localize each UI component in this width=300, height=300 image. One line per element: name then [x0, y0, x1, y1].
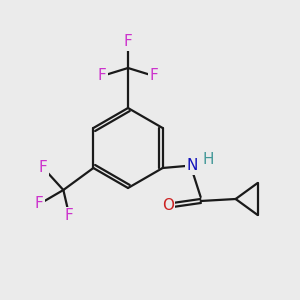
Text: F: F — [39, 160, 48, 175]
Text: F: F — [65, 208, 74, 224]
Text: F: F — [124, 34, 132, 50]
Text: H: H — [203, 152, 214, 167]
Text: F: F — [35, 196, 44, 211]
Text: N: N — [187, 158, 198, 173]
Text: F: F — [98, 68, 106, 83]
Text: O: O — [162, 197, 174, 212]
Text: F: F — [150, 68, 158, 83]
